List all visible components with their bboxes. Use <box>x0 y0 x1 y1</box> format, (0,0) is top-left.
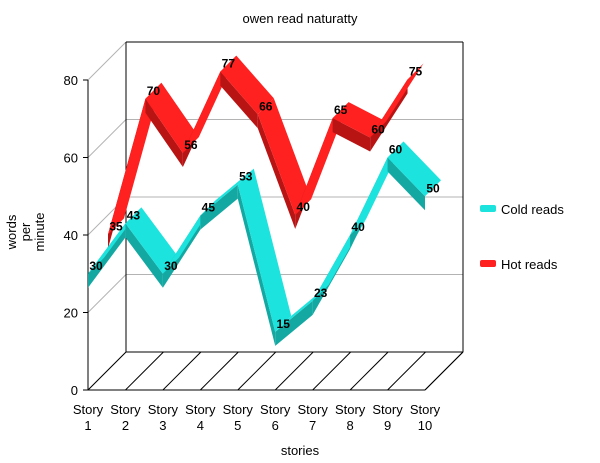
data-label: 53 <box>239 170 253 184</box>
data-label: 75 <box>409 64 423 78</box>
data-label: 15 <box>277 317 291 331</box>
ribbon-segment <box>200 168 254 216</box>
floor-line <box>312 351 352 391</box>
y-tick-label: 20 <box>64 306 78 321</box>
legend-label: Hot reads <box>501 257 558 272</box>
data-label: 40 <box>351 220 365 234</box>
legend-item: Cold reads <box>480 202 564 217</box>
series-layer <box>88 55 441 346</box>
x-tick-label: Story 1 <box>73 402 104 433</box>
floor-line <box>237 351 277 391</box>
gridline-side <box>87 41 127 81</box>
data-label: 60 <box>389 143 403 157</box>
ribbon-segment <box>257 98 312 215</box>
data-label: 56 <box>184 138 198 152</box>
y-tick-label: 0 <box>71 383 78 398</box>
legend-item: Hot reads <box>480 257 558 272</box>
data-label: 30 <box>164 259 178 273</box>
floor-right-edge <box>424 351 464 391</box>
x-tick-label: Story 8 <box>335 402 366 433</box>
ribbon-side <box>275 300 313 346</box>
ribbon-side <box>125 223 163 288</box>
x-tick-label: Story 10 <box>410 402 441 433</box>
x-tick-label: Story 3 <box>148 402 179 433</box>
floor-line <box>387 351 426 391</box>
gridline-side <box>87 119 127 158</box>
data-labels: 35 70 56 77 66 40 65 60 75 30 43 30 45 53 15 23 40 60 50 <box>89 57 440 331</box>
data-label: 40 <box>297 200 311 214</box>
ribbon-side <box>257 114 296 229</box>
y-tick-label: 60 <box>64 151 78 166</box>
y-tick-label: 80 <box>64 73 78 88</box>
floor-line <box>125 351 164 391</box>
x-tick-label: Story 5 <box>223 402 254 433</box>
data-label: 77 <box>222 57 236 71</box>
x-tick-label: Story 4 <box>185 402 216 433</box>
ribbon-side <box>387 157 425 211</box>
data-label: 50 <box>426 181 440 195</box>
floor-line <box>274 351 314 391</box>
x-tick-label: Story 9 <box>372 402 403 433</box>
y-axis-label: words per minute <box>4 212 47 251</box>
x-tick-label: Story 2 <box>110 402 141 433</box>
floor-line <box>87 351 127 391</box>
chart-title: owen read naturatty <box>243 11 358 26</box>
series-hot-reads <box>108 55 424 249</box>
ribbon-side <box>145 98 183 167</box>
data-label: 43 <box>127 208 141 222</box>
y-axis-label-line: per <box>18 222 33 241</box>
ribbon-side <box>332 118 371 152</box>
legend-swatch <box>480 260 496 267</box>
data-label: 35 <box>109 219 123 233</box>
gridline-side <box>87 274 127 313</box>
data-label: 23 <box>314 286 328 300</box>
ribbon-side <box>200 184 238 230</box>
data-label: 65 <box>334 103 348 117</box>
y-axis-ticks: 0 20 40 60 80 <box>64 73 88 398</box>
data-label: 60 <box>371 123 385 137</box>
y-tick-label: 40 <box>64 228 78 243</box>
legend-swatch <box>480 205 496 212</box>
data-label: 66 <box>259 99 273 113</box>
ribbon-segment <box>145 82 199 153</box>
ribbon-segment <box>108 82 162 235</box>
data-label: 70 <box>147 84 161 98</box>
series-cold-reads <box>88 141 441 346</box>
ribbon-segment <box>332 102 387 138</box>
data-label: 30 <box>89 259 103 273</box>
x-tick-label: Story 7 <box>297 402 328 433</box>
ribbon-side <box>220 71 258 129</box>
ribbon-segment <box>220 55 274 115</box>
floor-line <box>349 351 389 391</box>
y-axis-label-line: minute <box>32 212 47 251</box>
legend-label: Cold reads <box>501 202 564 217</box>
data-label: 45 <box>202 201 216 215</box>
legend: Cold reads Hot reads <box>480 202 564 272</box>
ribbon-side <box>237 184 276 346</box>
ribbon-segment <box>387 141 441 197</box>
x-axis-label: stories <box>281 443 320 458</box>
ribbon-segment <box>237 168 292 332</box>
ribbon-segment <box>370 63 424 138</box>
ribbon-segment <box>125 207 179 274</box>
floor-line <box>162 351 202 391</box>
y-axis-label-line: words <box>4 214 19 250</box>
x-tick-label: Story 6 <box>260 402 291 433</box>
floor-line <box>199 351 239 391</box>
